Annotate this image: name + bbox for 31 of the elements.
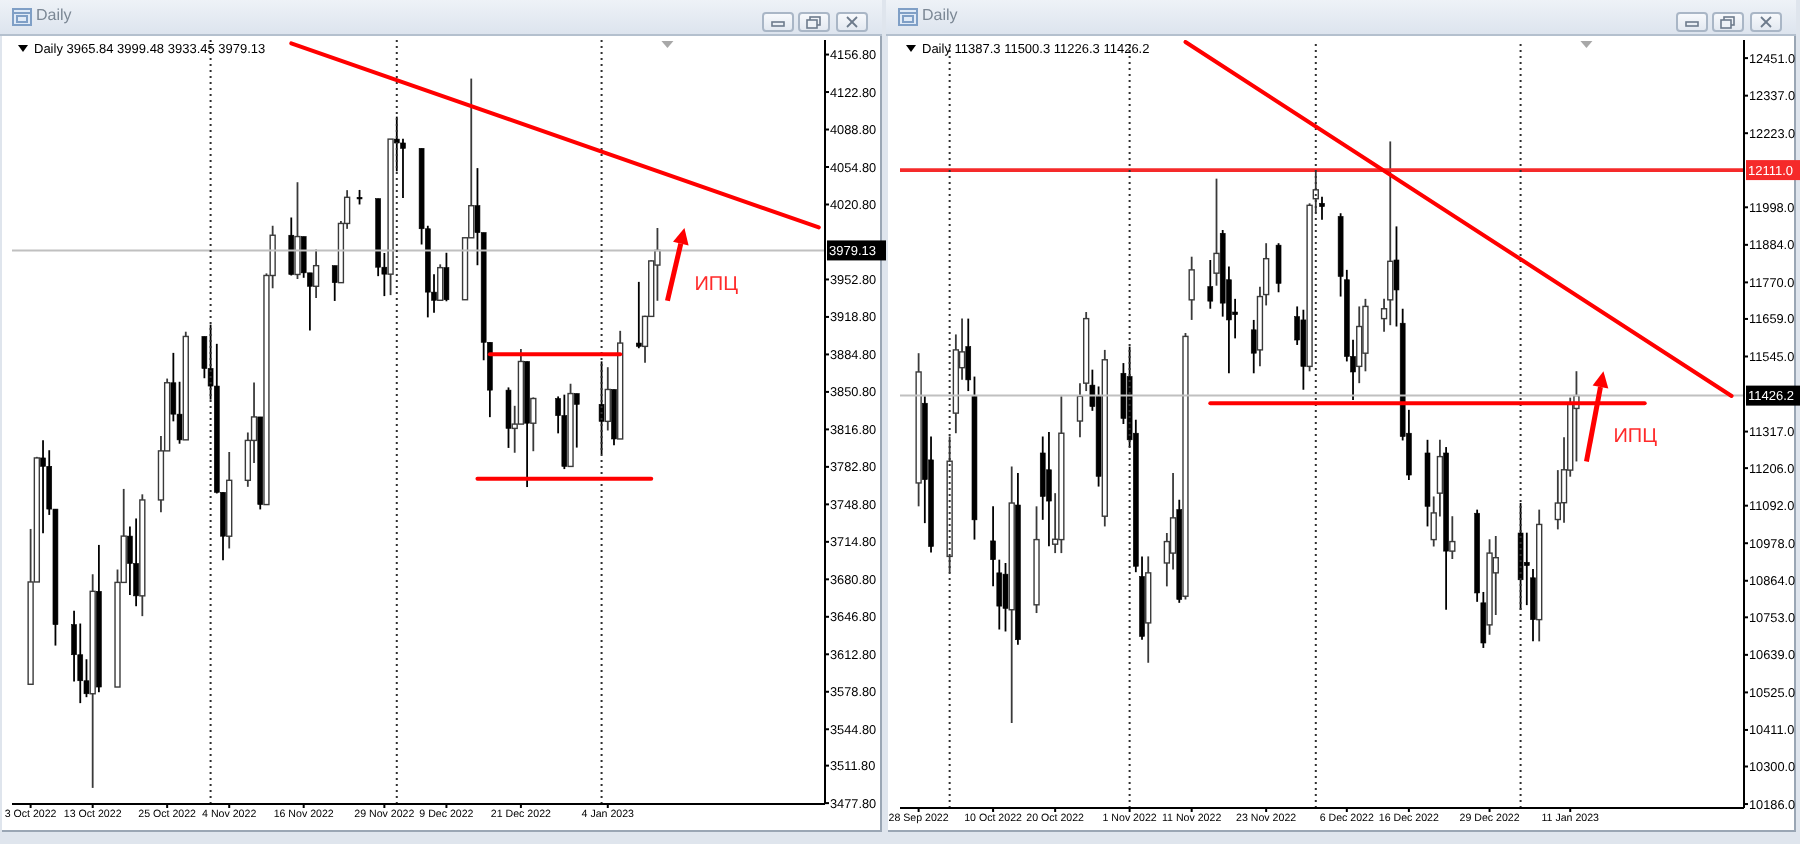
candlestick (1275, 242, 1282, 294)
candlestick (1387, 140, 1394, 327)
candlestick (40, 439, 46, 535)
candlestick (1046, 431, 1052, 548)
candlestick (1517, 502, 1524, 611)
chart-title: Daily (922, 6, 958, 24)
candlestick (1319, 195, 1325, 221)
candlestick (636, 280, 642, 350)
candlestick (443, 251, 450, 303)
candlestick (1250, 319, 1257, 375)
candlestick (294, 181, 301, 280)
candlestick (1449, 515, 1456, 560)
candlestick (1300, 308, 1307, 391)
candlestick (573, 392, 580, 449)
candlestick (1207, 259, 1214, 310)
candlestick (437, 263, 444, 302)
candlestick (312, 248, 320, 299)
candlestick (505, 386, 512, 449)
candlestick (331, 264, 338, 302)
candlestick (1188, 255, 1195, 321)
candlestick (288, 216, 295, 277)
candlestick (300, 235, 307, 279)
annotation: ИПЦ (694, 274, 740, 297)
candlestick (598, 360, 605, 456)
candlestick (1213, 177, 1220, 287)
candlestick (530, 396, 537, 453)
candlestick (133, 517, 139, 608)
chart-title: Daily (36, 6, 72, 24)
candlestick (1002, 562, 1009, 633)
annotation: ИПЦ (1613, 426, 1659, 449)
candlestick (1356, 305, 1363, 385)
